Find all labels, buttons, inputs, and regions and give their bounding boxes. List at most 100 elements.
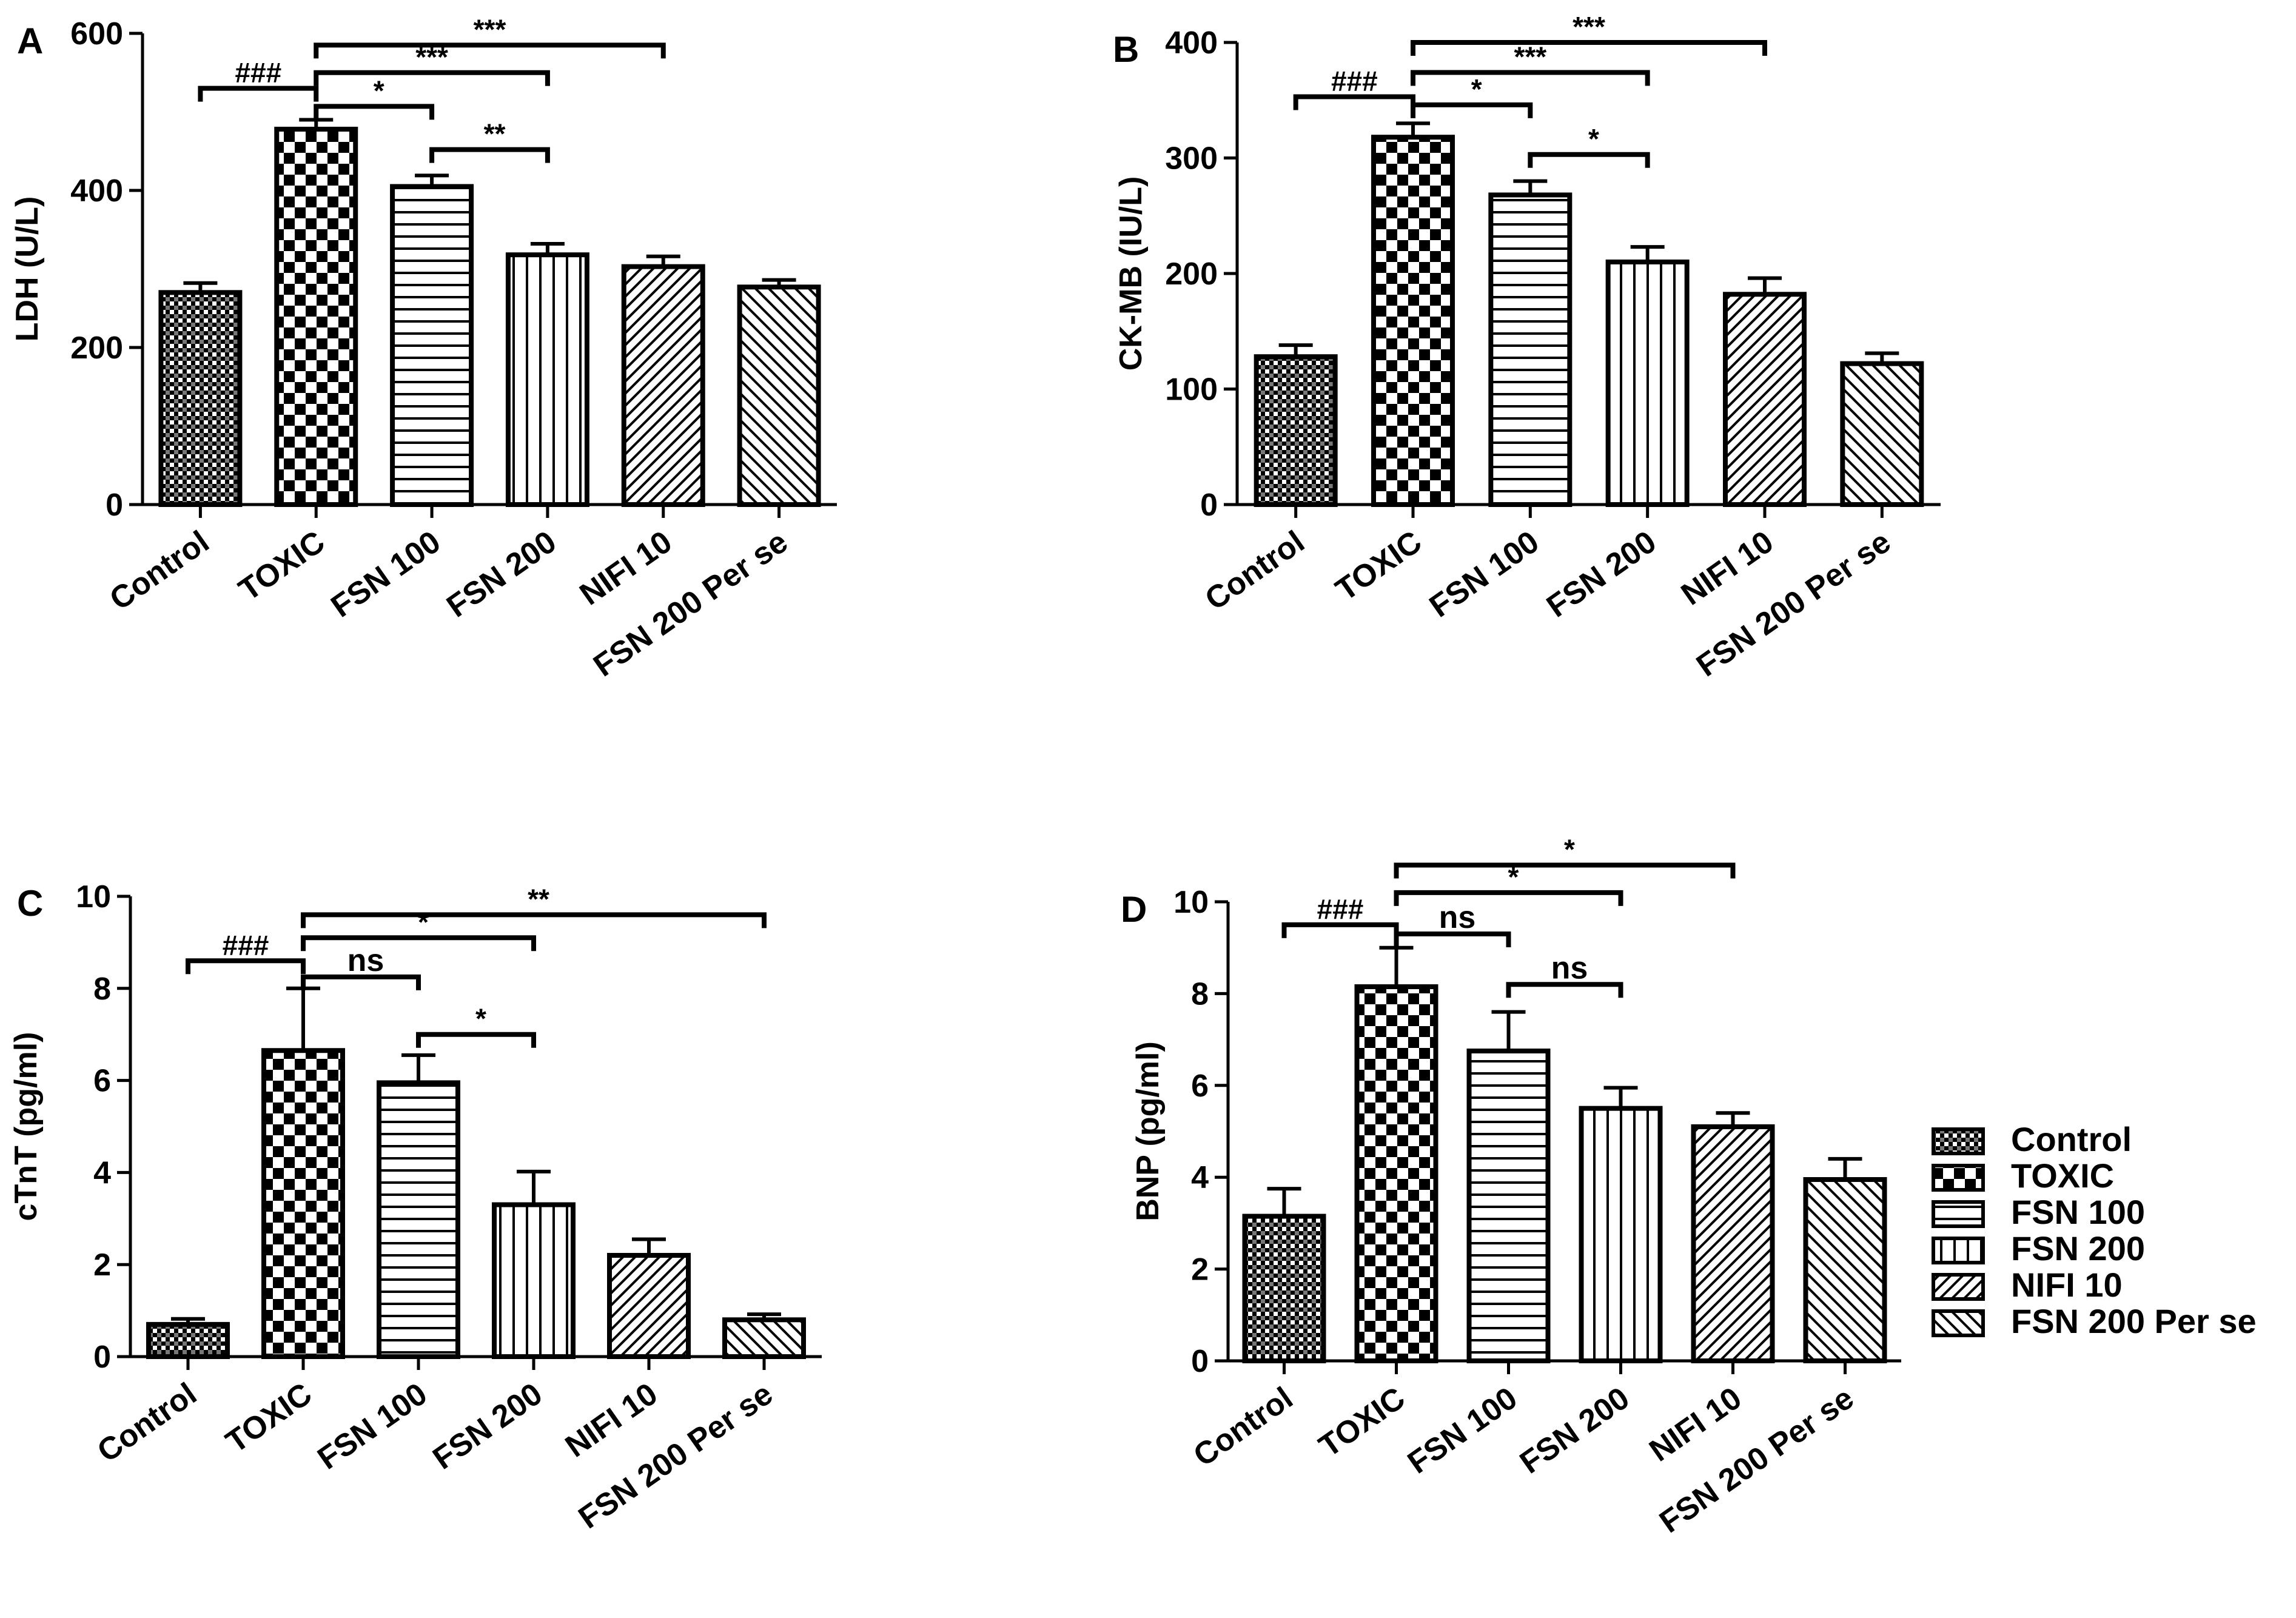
significance-bracket [314, 42, 666, 59]
bar-fsn-200 [1579, 1106, 1663, 1364]
significance-label: ### [223, 929, 269, 961]
bar-control [146, 1321, 230, 1360]
x-tick-label: FSN 100 [1423, 524, 1545, 624]
x-tick-label: FSN 100 [312, 1376, 434, 1476]
significance-bracket [416, 1032, 536, 1048]
y-tick-label: 100 [1165, 372, 1218, 408]
significance-bracket [198, 86, 319, 102]
x-tick-label: FSN 200 [1540, 524, 1662, 624]
significance-bracket [1394, 890, 1623, 906]
significance-bracket [1506, 982, 1623, 998]
bar-fsn-200 [492, 1202, 576, 1360]
bar-fsn-100 [377, 1080, 460, 1360]
x-tick-label: FSN 100 [1401, 1380, 1523, 1480]
significance-bracket [1281, 922, 1399, 938]
significance-bracket [429, 147, 550, 163]
bar-toxic [261, 1048, 345, 1359]
y-tick-label: 4 [1191, 1160, 1209, 1195]
x-tick-label: FSN 200 [1514, 1380, 1636, 1480]
x-tick-label: FSN 200 Per se [1690, 524, 1897, 683]
significance-label: *** [1573, 11, 1605, 42]
y-tick-label: 300 [1165, 141, 1218, 176]
y-tick-label: 4 [93, 1155, 111, 1190]
y-tick-label: 600 [70, 16, 123, 52]
legend-label: TOXIC [2011, 1156, 2114, 1195]
significance-bracket [301, 912, 767, 928]
bar-toxic [1354, 984, 1438, 1364]
y-tick-label: 0 [1200, 488, 1218, 523]
bar-fsn-200-per-se [1840, 361, 1924, 508]
bar-fsn-200-per-se [737, 284, 821, 507]
x-tick-label: FSN 200 Per se [572, 1376, 779, 1536]
bar-nifi-10 [1691, 1124, 1775, 1364]
y-tick-label: 8 [93, 972, 111, 1007]
y-tick-label: 6 [1191, 1069, 1209, 1104]
x-tick-label: TOXIC [220, 1376, 318, 1460]
y-tick-label: 0 [1191, 1344, 1209, 1379]
y-tick-label: 0 [93, 1340, 111, 1375]
bar-nifi-10 [621, 264, 705, 507]
x-tick-label: FSN 100 [325, 524, 447, 624]
y-tick-label: 10 [76, 879, 111, 915]
y-tick-label: 2 [1191, 1252, 1209, 1287]
x-tick-label: FSN 200 Per se [587, 524, 794, 683]
significance-label: * [418, 906, 429, 938]
legend-swatch [1932, 1273, 1985, 1301]
x-tick-label: NIFI 10 [559, 1376, 664, 1464]
significance-label: * [374, 75, 384, 106]
x-tick-label: Control [1187, 1380, 1300, 1474]
significance-bracket [1411, 40, 1767, 56]
legend-swatch [1932, 1237, 1985, 1264]
x-tick-label: FSN 200 Per se [1653, 1380, 1860, 1540]
bar-fsn-100 [1466, 1049, 1551, 1364]
y-axis-label: BNP (pg/ml) [1130, 1041, 1166, 1221]
significance-label: ** [528, 883, 549, 915]
y-tick-label: 10 [1173, 885, 1209, 920]
significance-label: * [1508, 861, 1519, 893]
significance-label: * [1471, 73, 1482, 105]
panel-label: C [17, 883, 43, 924]
bar-nifi-10 [1723, 292, 1807, 507]
y-tick-label: 0 [106, 488, 123, 523]
significance-label: * [1564, 833, 1575, 865]
bar-nifi-10 [607, 1253, 691, 1360]
legend-label: FSN 200 [2011, 1229, 2145, 1267]
x-tick-label: FSN 200 [427, 1376, 549, 1476]
significance-bracket [1528, 152, 1650, 168]
x-tick-label: Control [1199, 524, 1311, 617]
significance-label: ### [1317, 893, 1364, 925]
x-tick-label: TOXIC [232, 524, 331, 608]
x-tick-label: Control [91, 1376, 203, 1469]
legend-label: Control [2011, 1120, 2132, 1158]
significance-label: * [475, 1003, 486, 1035]
bar-control [1242, 1214, 1326, 1364]
significance-label: ### [235, 57, 281, 89]
y-tick-label: 2 [93, 1247, 111, 1283]
legend-swatch [1932, 1309, 1985, 1337]
bar-fsn-100 [1488, 192, 1573, 507]
x-tick-label: TOXIC [1329, 524, 1428, 608]
y-tick-label: 400 [1165, 25, 1218, 61]
bar-fsn-200-per-se [1803, 1177, 1887, 1363]
significance-bracket [1293, 94, 1415, 110]
significance-bracket [186, 958, 306, 975]
panel-label: B [1113, 29, 1139, 70]
legend-label: NIFI 10 [2011, 1266, 2123, 1304]
legend-label: FSN 100 [2011, 1193, 2145, 1231]
x-tick-label: NIFI 10 [574, 524, 679, 612]
y-axis-label: cTnT (pg/ml) [8, 1032, 44, 1221]
legend-swatch [1932, 1200, 1985, 1228]
y-tick-label: 400 [70, 173, 123, 209]
significance-label: *** [474, 13, 506, 45]
y-tick-label: 200 [1165, 257, 1218, 292]
bar-fsn-200-per-se [722, 1317, 806, 1360]
y-tick-label: 200 [70, 331, 123, 366]
y-axis-label: CK-MB (IU/L) [1113, 176, 1149, 371]
